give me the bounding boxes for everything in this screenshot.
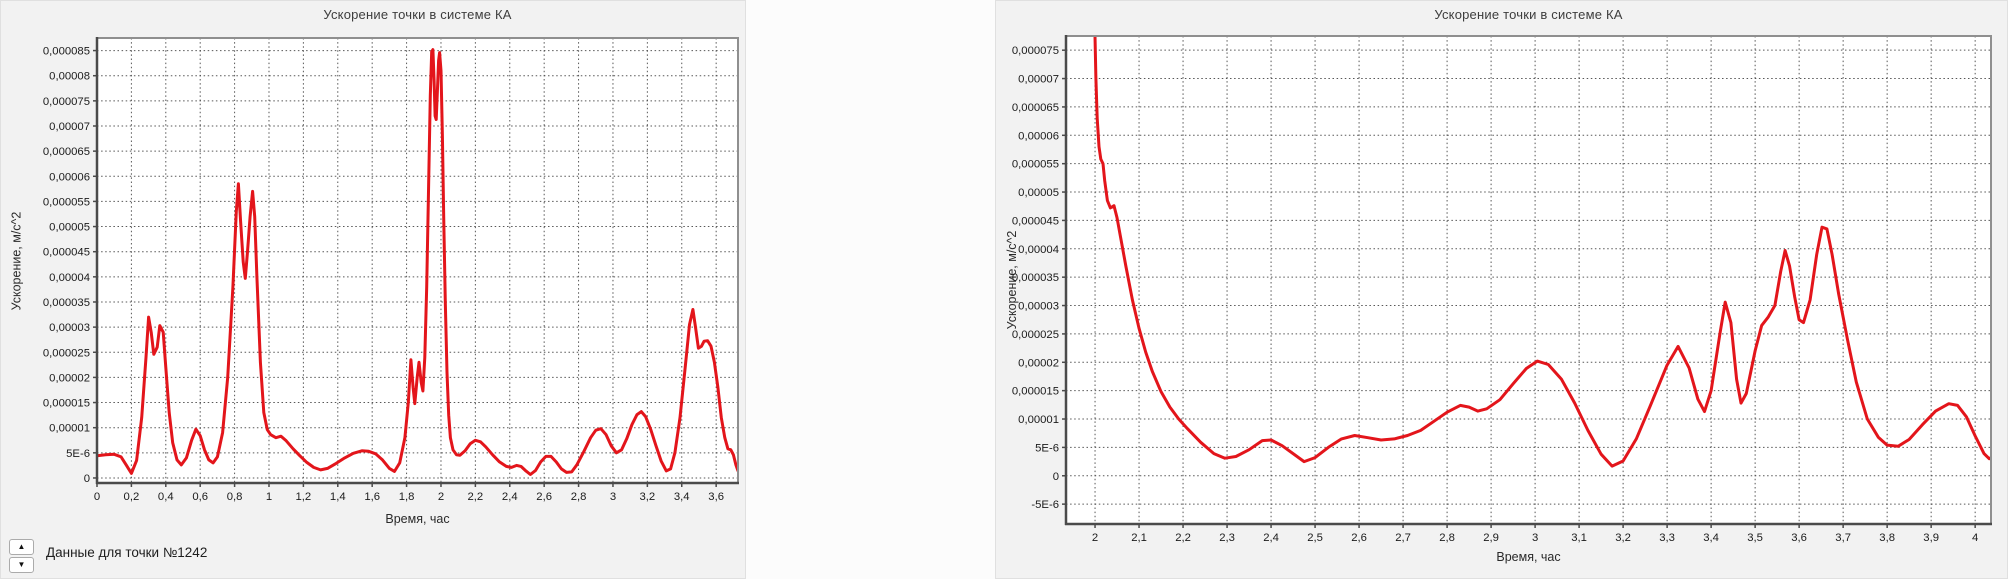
svg-text:3,9: 3,9 (1923, 532, 1939, 544)
svg-text:3: 3 (1532, 532, 1538, 544)
svg-text:3,5: 3,5 (1747, 532, 1763, 544)
svg-text:3,7: 3,7 (1835, 532, 1851, 544)
svg-text:2,6: 2,6 (1351, 532, 1367, 544)
svg-text:4: 4 (1972, 532, 1978, 544)
svg-text:2,6: 2,6 (536, 491, 552, 503)
svg-text:0,000055: 0,000055 (1012, 159, 1059, 171)
chart-panel-left: Ускорение точки в системе КА Ускорение, … (0, 0, 746, 579)
svg-text:0,00004: 0,00004 (1018, 244, 1059, 256)
svg-text:2,4: 2,4 (1263, 532, 1279, 544)
svg-text:3,8: 3,8 (1879, 532, 1895, 544)
svg-text:0,00003: 0,00003 (49, 322, 90, 334)
x-axis-title-right: Время, час (1496, 550, 1561, 564)
svg-text:0,00002: 0,00002 (49, 372, 90, 384)
svg-text:0,000075: 0,000075 (1012, 45, 1059, 57)
arrow-up-icon: ▲ (17, 542, 26, 551)
svg-text:3,3: 3,3 (1659, 532, 1675, 544)
svg-text:0,00006: 0,00006 (49, 171, 90, 183)
svg-text:2,2: 2,2 (468, 491, 484, 503)
svg-text:1,8: 1,8 (399, 491, 415, 503)
svg-text:3,2: 3,2 (640, 491, 656, 503)
svg-text:3: 3 (610, 491, 616, 503)
point-number-stepper: ▲ ▼ (9, 539, 34, 573)
svg-text:3,4: 3,4 (1703, 532, 1719, 544)
svg-text:-5E-6: -5E-6 (1031, 499, 1059, 511)
svg-text:0,000035: 0,000035 (1012, 272, 1059, 284)
svg-text:0,00006: 0,00006 (1018, 130, 1059, 142)
svg-text:0,000015: 0,000015 (43, 398, 90, 410)
svg-text:0,00001: 0,00001 (1018, 414, 1059, 426)
svg-text:0,000065: 0,000065 (1012, 102, 1059, 114)
svg-text:2,9: 2,9 (1483, 532, 1499, 544)
point-data-label: Данные для точки №1242 (46, 545, 208, 560)
svg-text:0,00005: 0,00005 (1018, 187, 1059, 199)
svg-text:5E-6: 5E-6 (1035, 442, 1059, 454)
svg-text:0,2: 0,2 (124, 491, 140, 503)
spinner-up-button[interactable]: ▲ (9, 539, 34, 555)
svg-text:0,00002: 0,00002 (1018, 357, 1059, 369)
svg-text:0,000025: 0,000025 (1012, 329, 1059, 341)
svg-text:3,6: 3,6 (1791, 532, 1807, 544)
svg-text:1,6: 1,6 (364, 491, 380, 503)
arrow-down-icon: ▼ (17, 560, 26, 569)
svg-text:0,000025: 0,000025 (43, 347, 90, 359)
svg-text:0,000015: 0,000015 (1012, 386, 1059, 398)
footer-bar: ▲ ▼ Данные для точки №1242 (9, 539, 207, 573)
svg-text:2,1: 2,1 (1131, 532, 1147, 544)
svg-text:0,8: 0,8 (227, 491, 243, 503)
svg-text:0,000055: 0,000055 (43, 196, 90, 208)
chart-panel-right: Ускорение точки в системе КА Ускорение, … (995, 0, 2008, 579)
svg-text:0,00004: 0,00004 (49, 272, 90, 284)
svg-text:0,4: 0,4 (158, 491, 174, 503)
svg-text:0,00001: 0,00001 (49, 423, 90, 435)
svg-text:0: 0 (84, 473, 90, 485)
svg-text:2,8: 2,8 (1439, 532, 1455, 544)
svg-text:2,4: 2,4 (502, 491, 518, 503)
svg-text:2,2: 2,2 (1175, 532, 1191, 544)
svg-text:0,000045: 0,000045 (43, 247, 90, 259)
svg-text:0,000065: 0,000065 (43, 146, 90, 158)
left-chart-plot-area[interactable]: 0 0,2 0,4 0,6 0,8 1 1,2 1,4 1,6 1,8 2 2,2 2,4 2,6 2,8 3… (1, 1, 747, 579)
svg-text:0,00007: 0,00007 (49, 121, 90, 133)
svg-text:0: 0 (1053, 471, 1059, 483)
svg-text:0,6: 0,6 (192, 491, 208, 503)
x-axis-title-left: Время, час (385, 512, 450, 526)
chart-title-left: Ускорение точки в системе КА (323, 7, 512, 22)
svg-text:2,8: 2,8 (571, 491, 587, 503)
chart-title-right: Ускорение точки в системе КА (1434, 7, 1623, 22)
svg-text:0: 0 (94, 491, 100, 503)
svg-text:2: 2 (438, 491, 444, 503)
svg-text:3,2: 3,2 (1615, 532, 1631, 544)
svg-text:3,1: 3,1 (1571, 532, 1587, 544)
svg-text:3,4: 3,4 (674, 491, 690, 503)
svg-text:0,00003: 0,00003 (1018, 301, 1059, 313)
svg-text:0,000035: 0,000035 (43, 297, 90, 309)
svg-text:1: 1 (266, 491, 272, 503)
svg-text:0,000045: 0,000045 (1012, 215, 1059, 227)
svg-text:2,3: 2,3 (1219, 532, 1235, 544)
svg-text:3,6: 3,6 (708, 491, 724, 503)
spinner-down-button[interactable]: ▼ (9, 557, 34, 573)
svg-text:0,000075: 0,000075 (43, 96, 90, 108)
svg-text:0,00005: 0,00005 (49, 222, 90, 234)
svg-text:1,2: 1,2 (296, 491, 312, 503)
svg-text:0,00007: 0,00007 (1018, 74, 1059, 86)
svg-text:2: 2 (1092, 532, 1098, 544)
svg-text:5E-6: 5E-6 (66, 448, 90, 460)
right-chart-plot-area[interactable]: 2 2,1 2,2 2,3 2,4 2,5 2,6 2,7 2,8 2,9 3 3,1 3,2 3,3 3,… (996, 1, 2008, 579)
svg-text:2,5: 2,5 (1307, 532, 1323, 544)
svg-text:2,7: 2,7 (1395, 532, 1411, 544)
svg-text:1,4: 1,4 (330, 491, 346, 503)
svg-text:0,00008: 0,00008 (49, 71, 90, 83)
svg-text:0,000085: 0,000085 (43, 46, 90, 58)
